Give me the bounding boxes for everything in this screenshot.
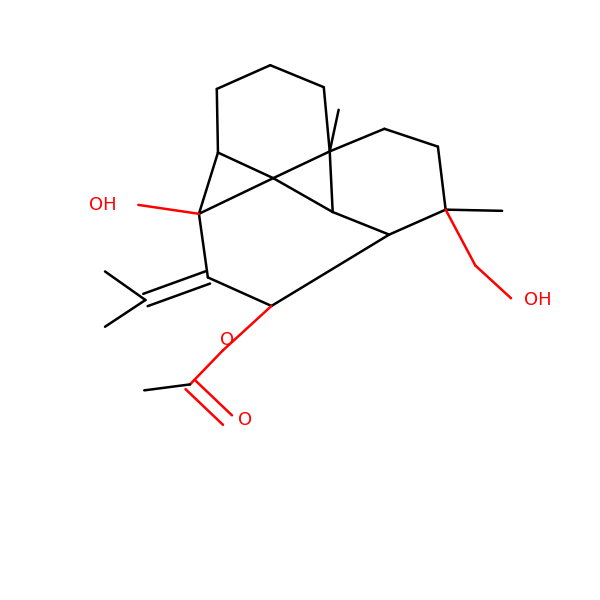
Text: OH: OH xyxy=(524,291,551,309)
Text: O: O xyxy=(220,331,235,349)
Text: OH: OH xyxy=(89,196,116,214)
Text: O: O xyxy=(238,411,253,429)
